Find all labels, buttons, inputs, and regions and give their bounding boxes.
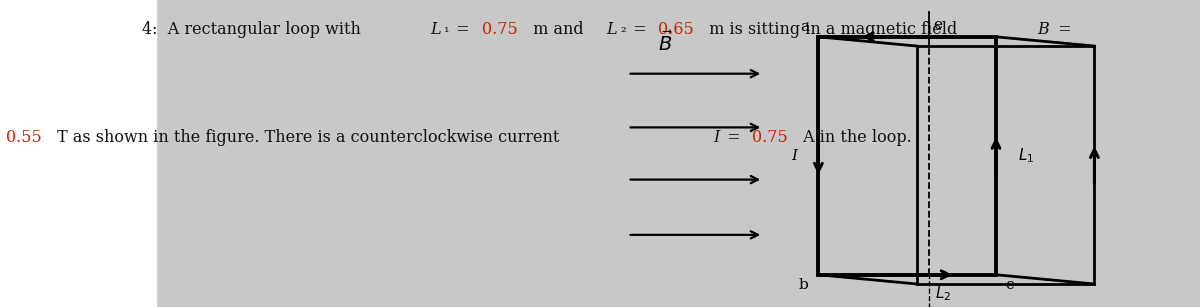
Bar	[0, 0, 156, 307]
Text: =: =	[1052, 21, 1072, 38]
Text: B: B	[1038, 21, 1050, 38]
Text: e: e	[934, 18, 942, 33]
Text: $\vec{B}$: $\vec{B}$	[658, 31, 673, 55]
Text: m and: m and	[528, 21, 589, 38]
Text: b: b	[799, 278, 809, 292]
Text: 4:  A rectangular loop with: 4: A rectangular loop with	[142, 21, 366, 38]
Text: 0.75: 0.75	[482, 21, 518, 38]
Text: =: =	[628, 21, 652, 38]
Text: =: =	[451, 21, 475, 38]
Text: A in the loop.: A in the loop.	[798, 129, 912, 146]
Text: 0.65: 0.65	[659, 21, 694, 38]
Text: L: L	[431, 21, 442, 38]
Text: $L_2$: $L_2$	[935, 284, 950, 303]
Bar	[917, 46, 1094, 284]
Text: I: I	[791, 149, 797, 163]
Text: m is sitting in a magnetic field: m is sitting in a magnetic field	[704, 21, 962, 38]
Text: 0.55: 0.55	[6, 129, 42, 146]
Text: a: a	[800, 20, 809, 34]
Text: c: c	[1006, 278, 1014, 292]
Text: $L_1$: $L_1$	[1018, 146, 1034, 165]
Bar	[818, 37, 996, 275]
Text: 0.75: 0.75	[752, 129, 788, 146]
Text: L: L	[607, 21, 617, 38]
Text: I: I	[714, 129, 720, 146]
Text: ₁: ₁	[444, 21, 450, 36]
Text: T as shown in the figure. There is a counterclockwise current: T as shown in the figure. There is a cou…	[52, 129, 565, 146]
Text: ₂: ₂	[620, 21, 626, 36]
Text: =: =	[721, 129, 745, 146]
